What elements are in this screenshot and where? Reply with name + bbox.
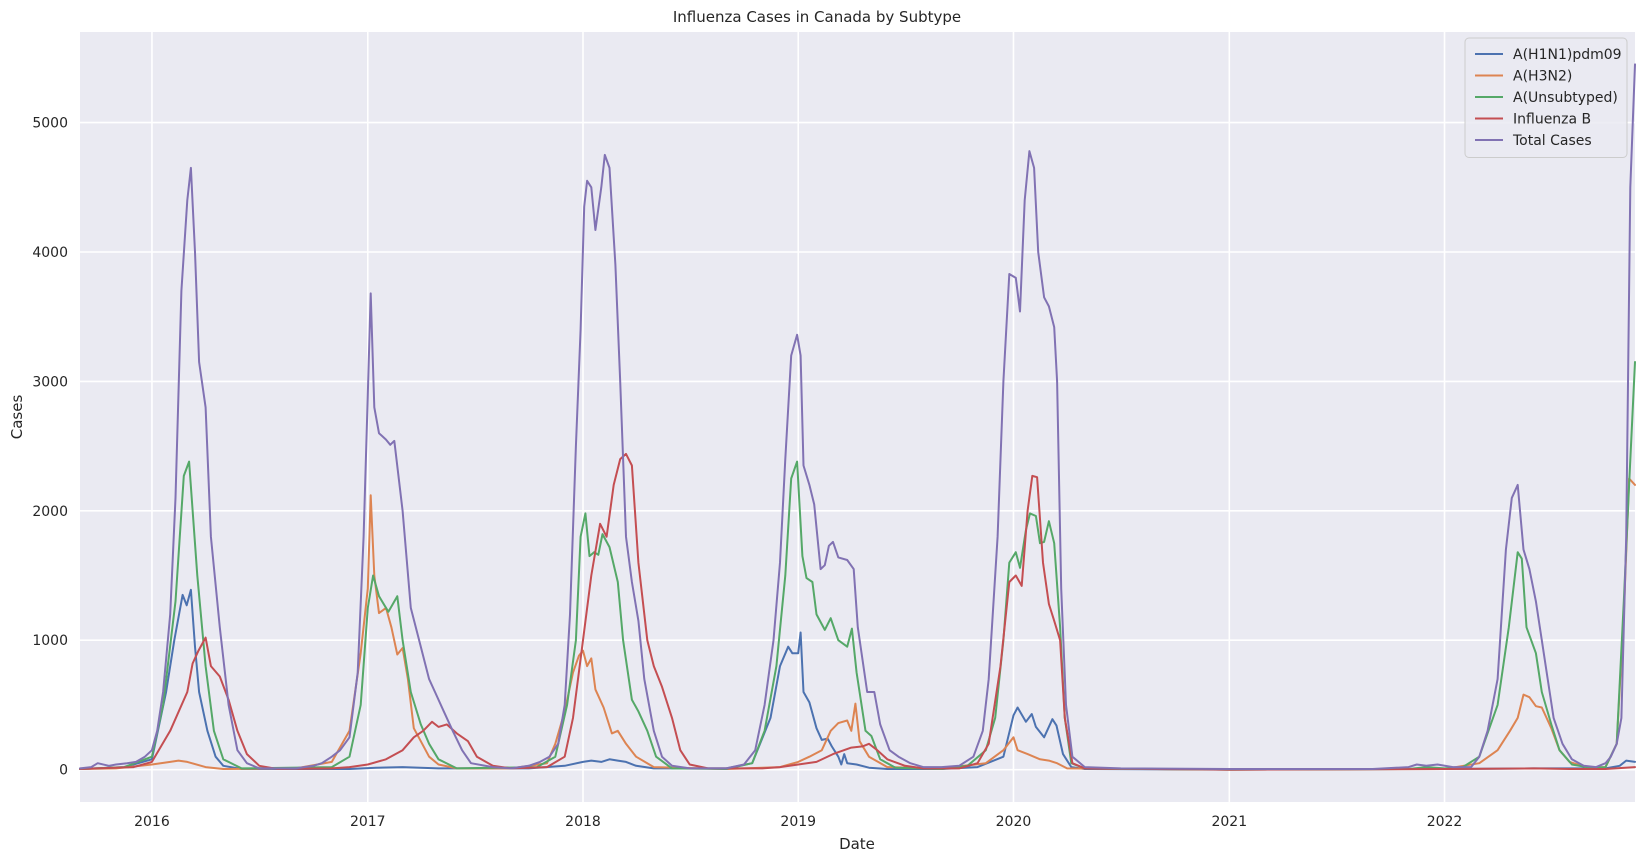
- x-tick-label: 2016: [134, 814, 170, 830]
- legend: A(H1N1)pdm09 A(H3N2) A(Unsubtyped) Influenz…: [1464, 37, 1628, 158]
- y-tick-label: 0: [59, 763, 68, 779]
- legend-label: A(Unsubtyped): [1513, 90, 1618, 106]
- legend-label: A(H1N1)pdm09: [1513, 47, 1622, 63]
- y-tick-label: 2000: [32, 504, 68, 520]
- y-tick-label: 5000: [32, 116, 68, 132]
- legend-label: A(H3N2): [1513, 69, 1572, 85]
- x-tick-label: 2022: [1427, 814, 1463, 830]
- x-tick-label: 2019: [780, 814, 816, 830]
- y-tick-label: 4000: [32, 245, 68, 261]
- tick-labels: 2016 2017 2018 2019 2020 2021 2022 0 1000 2000 300…: [32, 116, 1462, 830]
- legend-box: [1464, 37, 1628, 158]
- y-tick-label: 3000: [32, 374, 68, 390]
- x-axis-label: Date: [839, 835, 875, 853]
- y-tick-label: 1000: [32, 633, 68, 649]
- x-tick-label: 2017: [350, 814, 386, 830]
- series-line-total-cases: [79, 63, 1636, 770]
- series-lines: [79, 63, 1636, 771]
- chart-title: Influenza Cases in Canada by Subtype: [673, 8, 961, 26]
- y-axis-label: Cases: [8, 395, 26, 440]
- grid: [80, 32, 1635, 802]
- series-line-a-h1n1-pdm09: [79, 588, 1636, 771]
- x-tick-label: 2018: [565, 814, 601, 830]
- legend-label: Influenza B: [1513, 112, 1591, 128]
- x-tick-label: 2021: [1211, 814, 1247, 830]
- plot-area: [80, 32, 1635, 802]
- x-tick-label: 2020: [996, 814, 1032, 830]
- legend-label: Total Cases: [1512, 133, 1592, 149]
